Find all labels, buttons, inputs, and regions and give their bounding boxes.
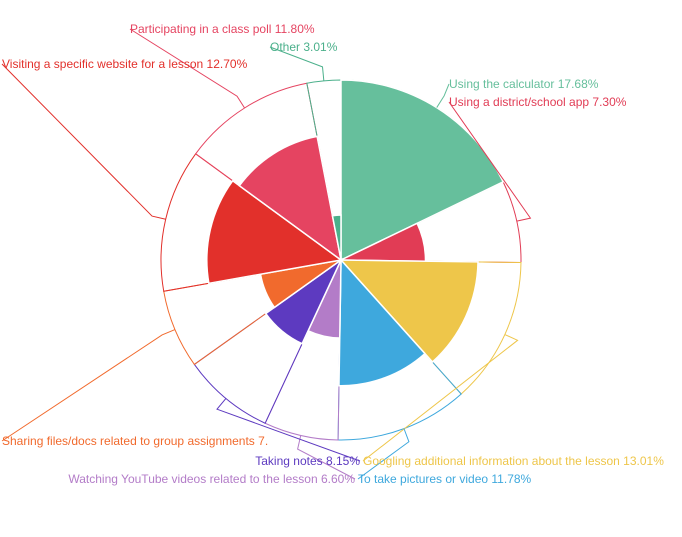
slice-label: Sharing files/docs related to group assi… (2, 434, 268, 448)
slice-label: Googling additional information about th… (363, 454, 664, 468)
slice-label: Other 3.01% (270, 40, 338, 54)
slice-label: Watching YouTube videos related to the l… (68, 472, 355, 486)
slice-label: Visiting a specific website for a lesson… (2, 57, 248, 71)
slice-label: Participating in a class poll 11.80% (130, 22, 315, 36)
slice-label: To take pictures or video 11.78% (358, 472, 532, 486)
slice-label: Using the calculator 17.68% (449, 77, 599, 91)
slice-label: Using a district/school app 7.30% (449, 95, 627, 109)
slice-label: Taking notes 8.15% (255, 454, 360, 468)
polar-pie-chart: Using the calculator 17.68% Using a distr… (0, 0, 682, 537)
